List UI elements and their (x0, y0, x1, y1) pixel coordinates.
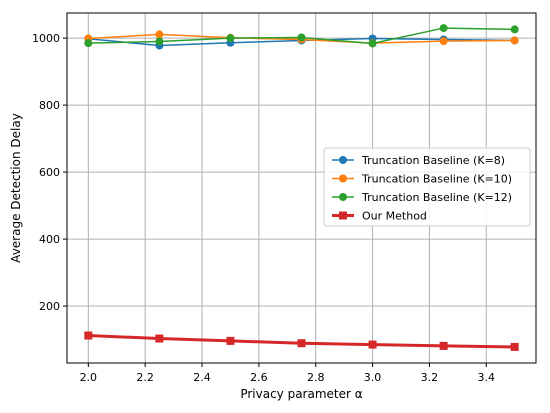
data-point (226, 34, 235, 43)
legend-item: Truncation Baseline (K=12) (332, 191, 512, 204)
x-tick-label: 3.4 (478, 371, 496, 384)
data-point (368, 340, 377, 349)
data-point (155, 37, 164, 46)
legend-swatch-marker (339, 193, 347, 201)
legend-label: Truncation Baseline (K=12) (361, 191, 512, 204)
series-lines (84, 24, 519, 351)
data-point (297, 339, 306, 348)
x-axis-label: Privacy parameter α (240, 387, 362, 401)
x-tick-label: 2.8 (307, 371, 325, 384)
data-point (155, 334, 164, 343)
y-tick-label: 1000 (32, 32, 60, 45)
axis-ticks: 2.0 2.2 2.4 2.6 2.8 3.0 3.2 3.4 200 400 600 800 1000 (32, 32, 495, 384)
legend: Truncation Baseline (K=8) Truncation Base… (323, 147, 531, 227)
x-tick-label: 2.4 (193, 371, 211, 384)
legend-swatch-marker (339, 156, 347, 164)
legend-label: Truncation Baseline (K=10) (361, 173, 512, 186)
data-point (297, 33, 306, 42)
y-tick-label: 200 (39, 300, 60, 313)
legend-item: Truncation Baseline (K=8) (332, 154, 505, 167)
data-point (84, 331, 93, 340)
data-point (439, 341, 448, 350)
data-point (368, 39, 377, 48)
y-tick-label: 600 (39, 166, 60, 179)
legend-frame (323, 147, 531, 227)
plot-frame (66, 12, 537, 364)
legend-swatch-marker (339, 211, 347, 220)
series-4 (84, 331, 519, 351)
x-tick-label: 2.0 (80, 371, 98, 384)
x-tick-label: 3.2 (421, 371, 439, 384)
data-point (226, 336, 235, 345)
legend-item: Truncation Baseline (K=10) (332, 173, 512, 186)
y-tick-label: 400 (39, 233, 60, 246)
legend-label: Truncation Baseline (K=8) (361, 154, 505, 167)
legend-label: Our Method (362, 210, 427, 223)
data-point (155, 30, 164, 39)
data-point (439, 37, 448, 46)
data-point (510, 25, 519, 34)
data-point (84, 39, 93, 48)
x-tick-label: 2.6 (250, 371, 268, 384)
data-point (510, 342, 519, 351)
y-axis-label: Average Detection Delay (9, 113, 23, 263)
y-tick-label: 800 (39, 99, 60, 112)
series-3 (84, 24, 519, 48)
x-tick-label: 2.2 (136, 371, 154, 384)
legend-item: Our Method (332, 210, 427, 223)
data-point (439, 24, 448, 33)
legend-swatch-marker (339, 174, 347, 183)
data-point (510, 36, 519, 45)
x-tick-label: 3.0 (364, 371, 382, 384)
